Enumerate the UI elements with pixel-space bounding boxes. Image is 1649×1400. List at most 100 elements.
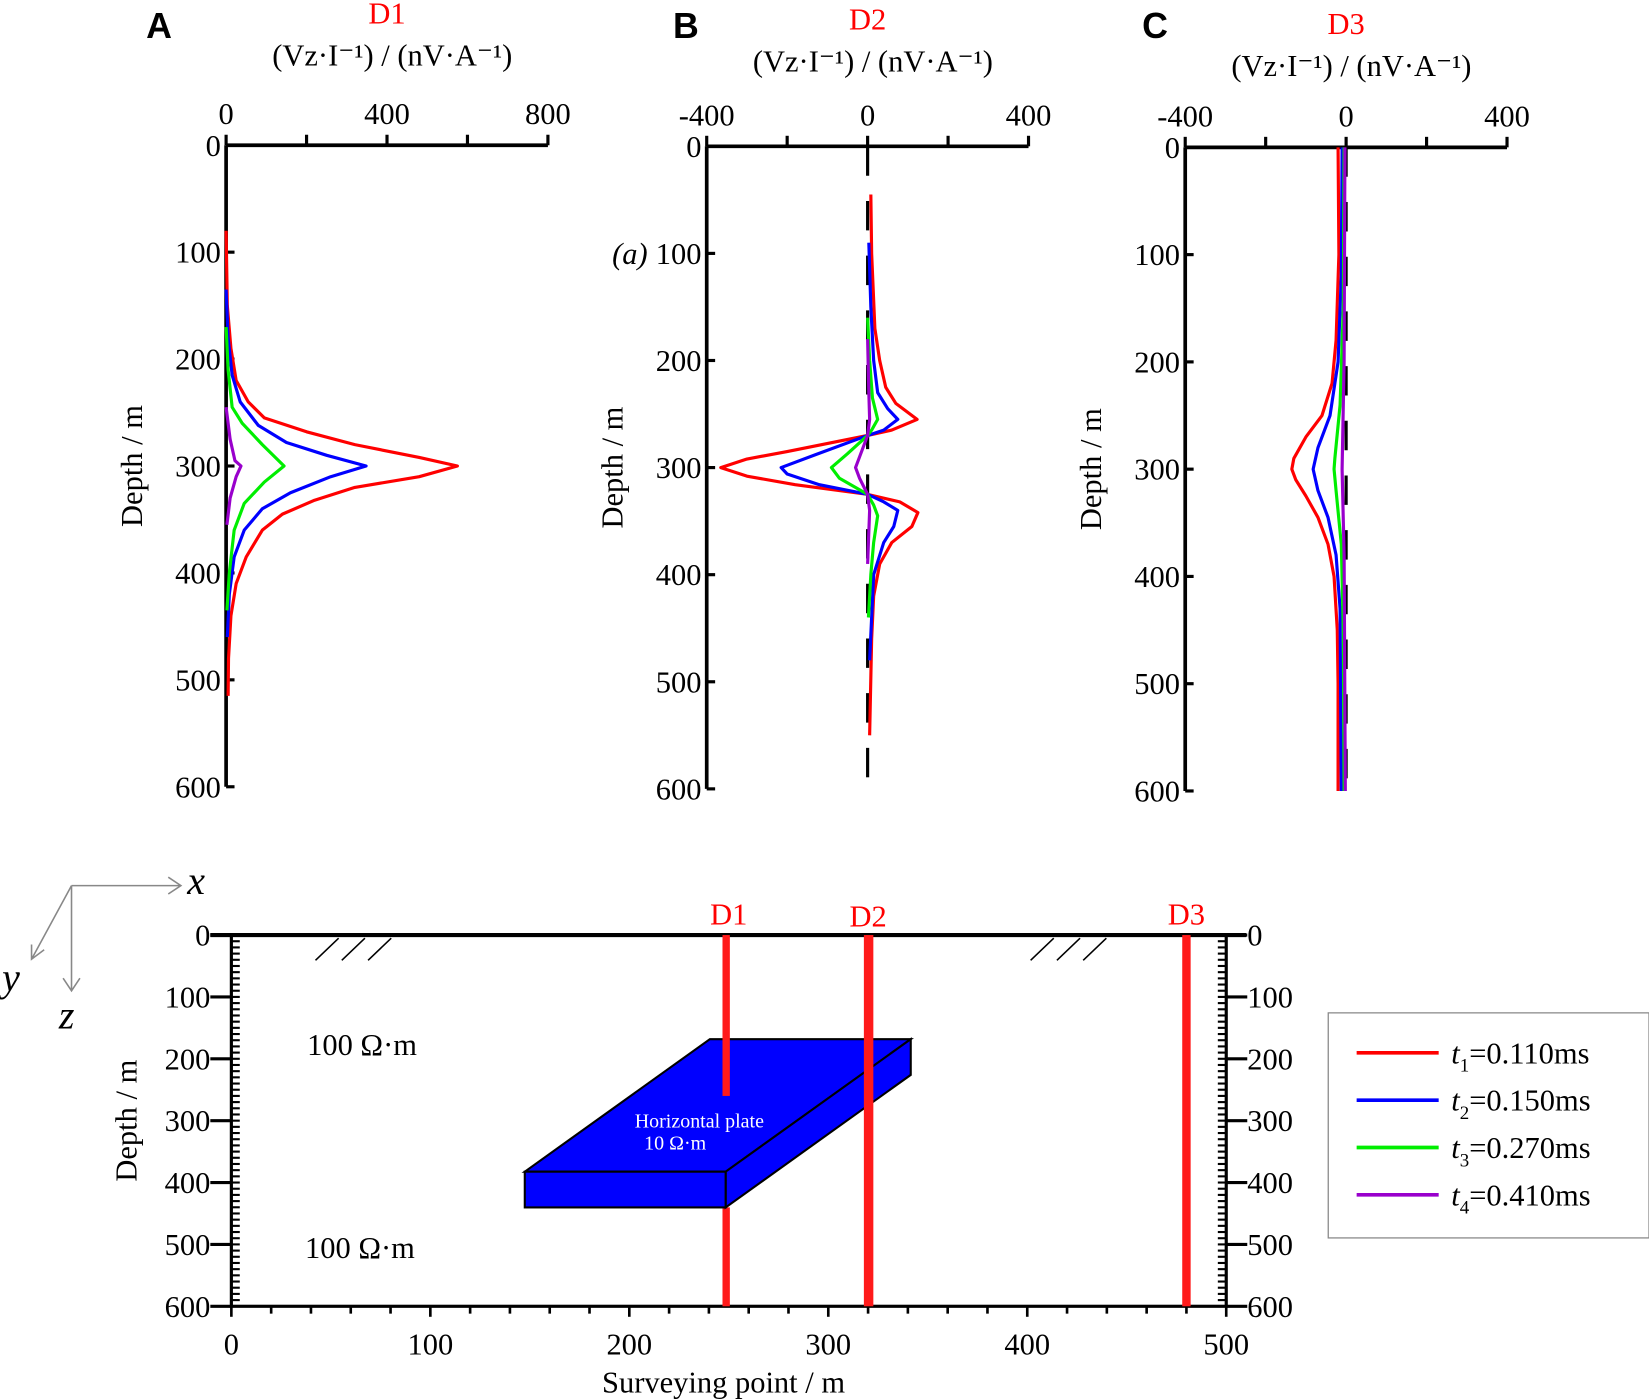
legend-item: t1=0.110ms (1356, 1036, 1589, 1077)
chart-title: D3 (1327, 7, 1364, 41)
left-depth-label: 500 (165, 1228, 211, 1262)
depth-profile-A: A D1 (Vz·I⁻¹) / (nV·A⁻¹) 0 400 800 0 100 200 300 4… (115, 0, 571, 804)
panel-letter: A (146, 6, 172, 46)
right-depth-label: 400 (1247, 1166, 1293, 1200)
y-axis-label: Depth / m (115, 405, 149, 527)
series-line-t4 (853, 339, 872, 565)
y-axis-symbol: y (0, 955, 20, 1000)
y-axis-label: Depth / m (110, 1059, 144, 1181)
y-tick-label: 400 (175, 556, 221, 590)
x-arrow-icon (71, 876, 183, 895)
y-tick-label: 600 (656, 772, 702, 806)
y-tick-label: 300 (175, 450, 221, 484)
x-axis-label: Surveying point / m (602, 1366, 845, 1400)
legend-symbol: t (1451, 1084, 1461, 1118)
right-depth-label: 0 (1247, 919, 1262, 953)
series-line-t2 (779, 242, 900, 661)
y-tick-label: 0 (206, 129, 221, 163)
x-tick-label: -400 (679, 98, 735, 132)
right-depth-label: 200 (1247, 1042, 1293, 1076)
plate-label: Horizontal plate (635, 1110, 764, 1132)
legend-label: t1=0.110ms (1451, 1036, 1589, 1076)
y-tick-label: 200 (175, 343, 221, 377)
z-arrow-icon (62, 885, 81, 993)
series-line-t3 (829, 317, 880, 618)
x-tick-label: 400 (1006, 98, 1052, 132)
ground-hatch (314, 937, 340, 961)
series-line-t1 (224, 230, 459, 696)
right-depth-label: 600 (1247, 1290, 1293, 1324)
legend-label: t3=0.270ms (1451, 1131, 1590, 1171)
x-tick-label: 500 (1203, 1328, 1249, 1362)
x-tick-label: 0 (860, 98, 875, 132)
y-tick-label: 0 (686, 130, 701, 164)
left-depth-label: 400 (165, 1166, 211, 1200)
x-tick-label: 100 (407, 1328, 453, 1362)
ground-hatch (367, 937, 392, 961)
right-depth-label: 300 (1247, 1104, 1293, 1138)
legend-subscript: 1 (1460, 1056, 1469, 1077)
plate-resistivity: 10 Ω·m (644, 1133, 706, 1155)
y-tick-label: 0 (1165, 131, 1180, 165)
left-depth-label: 600 (165, 1290, 211, 1324)
right-depth-label: 500 (1247, 1228, 1293, 1262)
legend-item: t3=0.270ms (1356, 1131, 1591, 1171)
x-tick-label: 0 (224, 1328, 239, 1362)
borehole-D1-upper (722, 935, 730, 1096)
left-depth-label: 100 (165, 980, 211, 1014)
series-line-t1 (719, 194, 920, 736)
annotation: (a) (612, 237, 648, 271)
x-tick-label: 400 (1004, 1328, 1050, 1362)
y-tick-label: 600 (1134, 774, 1180, 808)
z-axis-symbol: z (58, 993, 75, 1038)
borehole-D2 (863, 935, 874, 1307)
ground-hatch (1030, 937, 1055, 961)
y-tick-label: 200 (1134, 345, 1180, 379)
series-line-t2 (1311, 147, 1344, 791)
legend-symbol: t (1451, 1178, 1461, 1212)
y-tick-label: 400 (1134, 560, 1180, 594)
legend-value: =0.110ms (1469, 1036, 1589, 1070)
x-tick-label: 400 (364, 97, 410, 131)
series-line-t4 (1340, 147, 1347, 791)
x-tick-label: -400 (1157, 99, 1213, 133)
depth-profile-B: B D2(Vz·I⁻¹) / (nV·A⁻¹)-400 0 4000100200300… (596, 3, 1052, 807)
x-tick-label: 400 (1484, 99, 1530, 133)
y-tick-label: 500 (1134, 667, 1180, 701)
y-tick-label: 300 (656, 451, 702, 485)
legend-label: t2=0.150ms (1451, 1084, 1590, 1124)
legend-label: t4=0.410ms (1451, 1178, 1590, 1218)
legend-subscript: 3 (1460, 1150, 1469, 1171)
y-arrow-icon (30, 885, 73, 961)
y-tick-label: 100 (175, 236, 221, 270)
y-tick-label: 200 (656, 344, 702, 378)
legend-value: =0.150ms (1469, 1084, 1590, 1118)
chart-title: D2 (849, 3, 886, 37)
resistivity-label-bottom: 100 Ω·m (305, 1231, 415, 1265)
y-tick-label: 500 (656, 665, 702, 699)
borehole-label-D3: D3 (1168, 898, 1205, 932)
panel-letter: B (673, 6, 699, 46)
x-axis-label: (Vz·I⁻¹) / (nV·A⁻¹) (753, 45, 993, 79)
x-axis-label: (Vz·I⁻¹) / (nV·A⁻¹) (1231, 49, 1471, 83)
left-depth-label: 0 (195, 919, 210, 953)
legend-symbol: t (1451, 1036, 1461, 1070)
y-axis-label: Depth / m (1074, 408, 1108, 530)
ground-hatch (1082, 937, 1107, 961)
x-axis-label: (Vz·I⁻¹) / (nV·A⁻¹) (272, 38, 512, 72)
legend-subscript: 4 (1460, 1198, 1470, 1219)
y-tick-label: 100 (1134, 238, 1180, 272)
borehole-label-D2: D2 (849, 900, 886, 934)
legend-box (1327, 1012, 1649, 1239)
chart-title: D1 (368, 0, 405, 30)
legend-subscript: 2 (1460, 1103, 1469, 1124)
right-depth-label: 100 (1247, 980, 1293, 1014)
model-section: 0 100 200 300 400 500 0 0 100 100 200 200 300 300 400 4… (0, 858, 1293, 1399)
left-depth-label: 300 (165, 1104, 211, 1138)
legend-symbol: t (1451, 1131, 1461, 1165)
x-tick-label: 800 (525, 97, 571, 131)
series-line-t3 (1332, 147, 1346, 791)
series-line-t1 (1290, 147, 1341, 791)
y-tick-label: 100 (656, 237, 702, 271)
